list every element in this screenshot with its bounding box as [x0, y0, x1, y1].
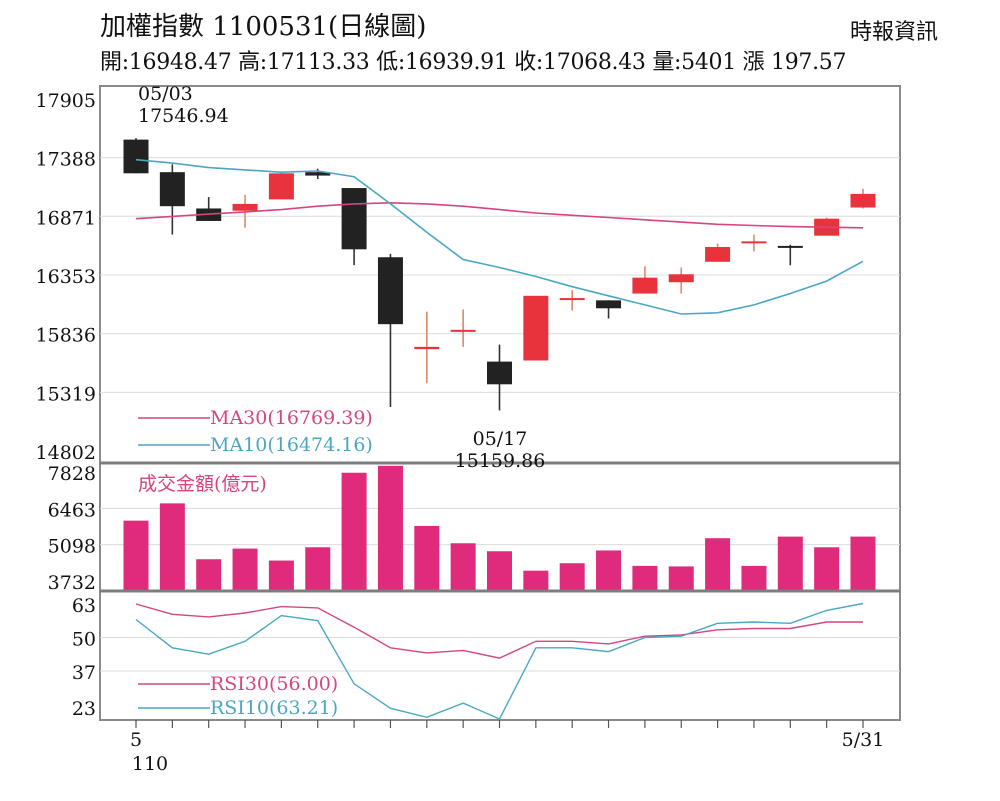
source-label: 時報資訊	[849, 20, 938, 45]
price-panel: 17905 17388 16871 16353 15836 15319 14802	[36, 90, 900, 464]
candle-body	[705, 247, 731, 262]
y-tick-label: 15836	[36, 325, 96, 347]
rsi-line	[135, 602, 864, 720]
volume-bar	[777, 536, 803, 591]
volume-bar	[668, 566, 694, 591]
volume-bar	[232, 548, 258, 591]
volume-bar	[159, 503, 185, 591]
y-tick-label: 17388	[36, 149, 96, 171]
volume-bar	[305, 547, 331, 591]
annotation-value: 17546.94	[138, 105, 229, 127]
volume-bar	[377, 465, 403, 591]
chart-labels: MA30(16769.39) MA10(16474.16) 05/0317546.9…	[138, 83, 545, 719]
legend-label: MA30(16769.39)	[210, 407, 373, 429]
rsi-panel: 63 50 37 23	[72, 595, 900, 720]
legend-label: RSI30(56.00)	[210, 673, 338, 695]
y-tick-label: 14802	[36, 442, 96, 464]
volume-bar	[341, 472, 367, 591]
volume-bar	[487, 551, 512, 591]
y-tick-label: 23	[72, 698, 96, 720]
volume-bar	[414, 525, 440, 591]
candle-body	[523, 295, 549, 361]
candle-body	[341, 188, 367, 250]
y-tick-label: 7828	[48, 463, 96, 485]
legend-label: RSI10(63.21)	[210, 697, 338, 719]
candle-body	[559, 298, 585, 301]
volume-bar	[741, 565, 767, 591]
volume-panel: 7828 6463 5098 3732	[48, 463, 900, 594]
volume-bar	[850, 536, 876, 591]
candle-body	[777, 245, 803, 248]
candle-body	[741, 241, 767, 244]
y-tick-label: 63	[72, 595, 96, 617]
ohlc-stats: 開:16948.47 高:17113.33 低:16939.91 收:17068…	[100, 50, 847, 75]
annotation-value: 15159.86	[455, 450, 546, 472]
y-tick-label: 6463	[48, 499, 96, 521]
candle-body	[377, 257, 403, 325]
volume-bar	[814, 547, 840, 591]
candle-body	[632, 277, 658, 294]
volume-bar	[450, 543, 476, 591]
volume-bar	[596, 550, 622, 591]
ma-line	[135, 201, 864, 229]
volume-bar	[632, 565, 658, 591]
volume-title: 成交金額(億元)	[138, 473, 267, 495]
candle-body	[232, 203, 258, 211]
x-year-label: 110	[132, 753, 168, 775]
y-tick-label: 5098	[48, 536, 96, 558]
y-tick-label: 15319	[36, 383, 96, 405]
candle-body	[305, 172, 331, 176]
x-tick-label: 5	[130, 729, 142, 751]
annotation-date: 05/03	[138, 83, 193, 105]
volume-bar	[196, 559, 222, 591]
volume-bar	[705, 538, 731, 591]
rsi-line	[135, 603, 863, 659]
y-tick-label: 16353	[36, 266, 96, 288]
candle-body	[268, 173, 294, 200]
x-tick-label: 5/31	[842, 729, 885, 751]
candle-body	[414, 346, 440, 350]
legend-label: MA10(16474.16)	[210, 434, 373, 456]
candle-body	[450, 329, 476, 332]
ma-line	[135, 158, 864, 315]
volume-bar	[523, 570, 549, 591]
candle-body	[596, 300, 622, 309]
chart-title: 加權指數 1100531(日線圖)	[100, 12, 427, 42]
candle-body	[850, 193, 876, 208]
volume-bar	[268, 560, 294, 591]
y-tick-label: 50	[72, 628, 96, 650]
candle-body	[123, 139, 149, 174]
y-tick-label: 3732	[48, 572, 96, 594]
candle-body	[487, 361, 512, 385]
y-tick-label: 17905	[36, 90, 96, 112]
y-tick-label: 16871	[36, 207, 96, 229]
volume-bar	[559, 563, 585, 591]
candle-body	[668, 274, 694, 283]
y-tick-label: 37	[72, 662, 96, 684]
volume-bar	[123, 520, 149, 591]
annotation-date: 05/17	[473, 428, 528, 450]
candle-body	[159, 172, 185, 207]
